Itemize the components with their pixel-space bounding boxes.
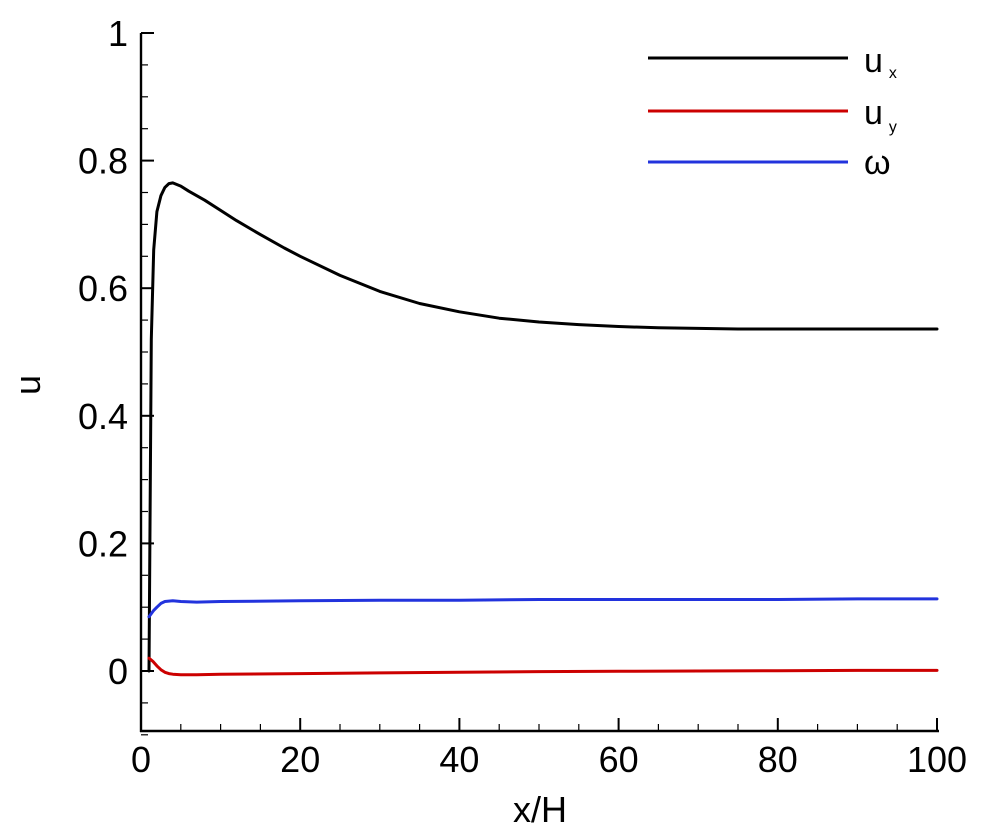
series-ux-line	[147, 181, 939, 673]
y-tick-label: 0.8	[78, 141, 128, 182]
y-ticks: 0 0.2 0.4 0.6 0.8 1	[78, 13, 154, 736]
legend-subscript-ux: x	[889, 65, 897, 82]
y-tick-label: 0.4	[78, 396, 128, 437]
legend-symbol-ux: u	[864, 42, 883, 80]
y-tick-label: 0.6	[78, 268, 128, 309]
x-tick-label: 60	[599, 739, 639, 780]
x-ticks: 0 20 40 60 80 100	[131, 718, 967, 780]
legend-item-omega: ω	[648, 144, 891, 182]
y-axis-label: u	[7, 375, 48, 395]
series-omega-line	[147, 597, 939, 619]
y-tick-label: 1	[108, 13, 128, 54]
y-tick-label: 0	[108, 651, 128, 692]
x-tick-label: 0	[131, 739, 151, 780]
x-tick-label: 80	[758, 739, 798, 780]
series-layer	[147, 181, 939, 677]
x-tick-label: 40	[439, 739, 479, 780]
x-tick-label: 100	[907, 739, 967, 780]
x-tick-label: 20	[280, 739, 320, 780]
series-uy-line	[147, 656, 939, 677]
legend-symbol-uy: u	[864, 94, 883, 132]
legend-subscript-uy: y	[889, 119, 897, 136]
plot-area: 0 0.2 0.4 0.6 0.8 1 0 20 40 60 80 100	[78, 13, 967, 780]
legend-label-omega: ω	[864, 144, 891, 182]
y-tick-label: 0.2	[78, 523, 128, 564]
x-axis-label: x/H	[513, 789, 567, 830]
